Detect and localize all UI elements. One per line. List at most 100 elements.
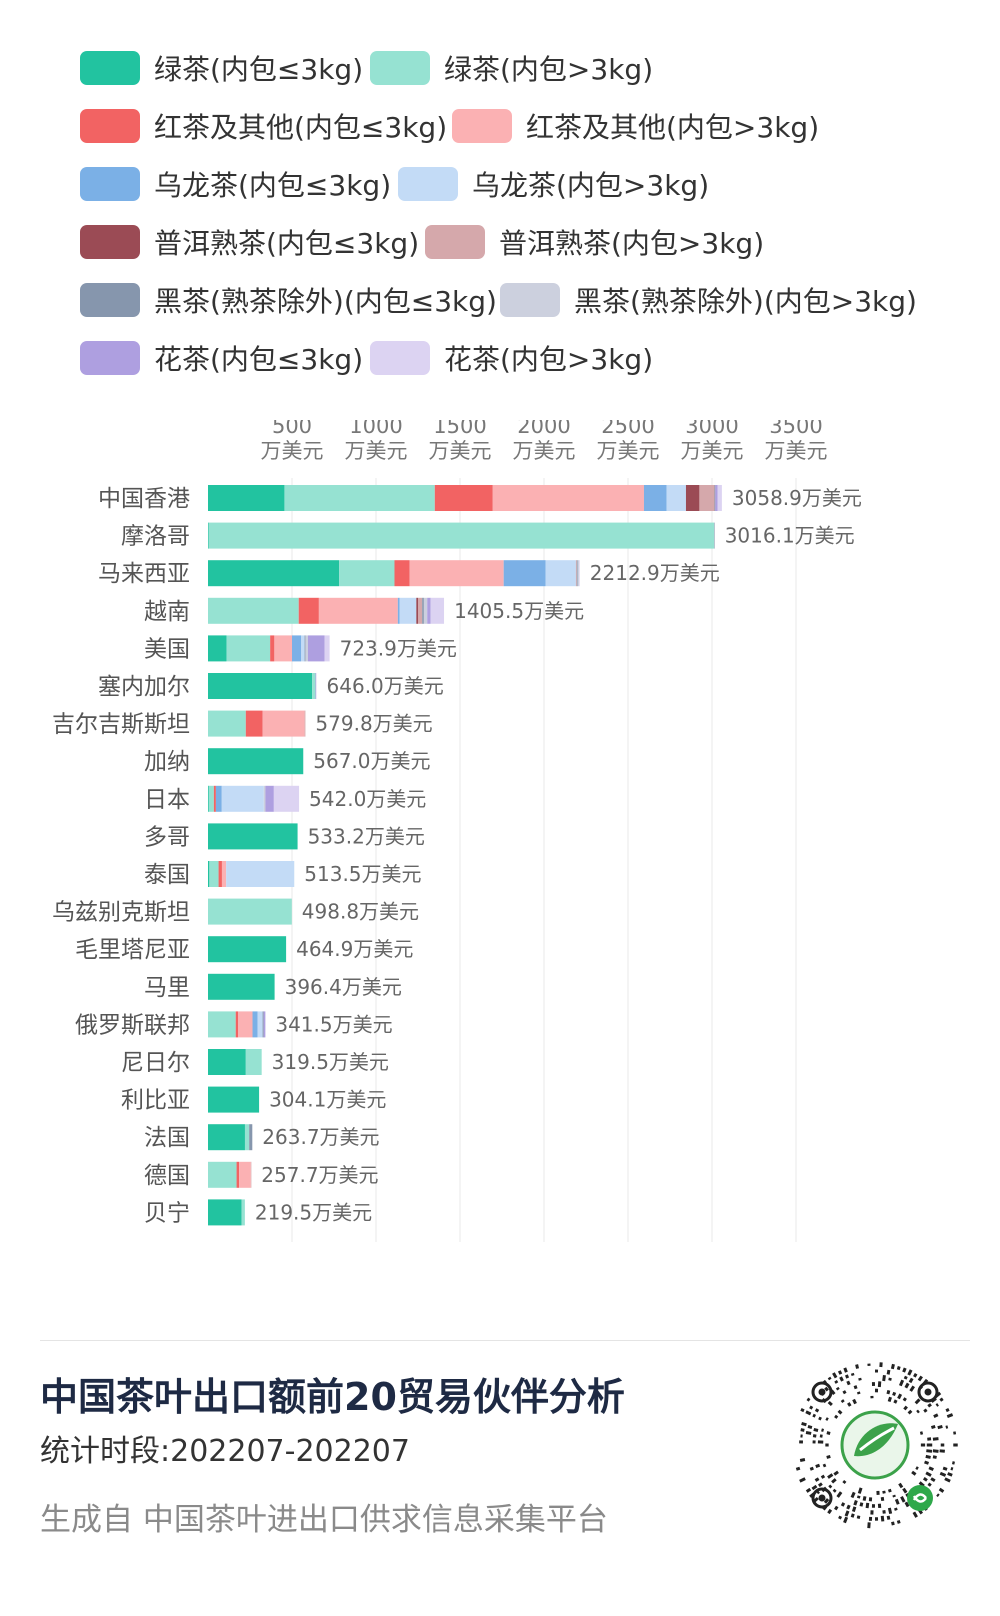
legend-item[interactable]: 普洱熟茶(内包≤3kg) (80, 222, 419, 262)
bar-segment (575, 560, 577, 587)
tick-unit-label: 万美元 (597, 439, 660, 463)
legend-swatch (80, 225, 140, 259)
total-label: 3058.9万美元 (732, 486, 862, 510)
category-label: 乌兹别克斯坦 (52, 900, 190, 926)
bar-segment (422, 597, 424, 624)
bar-segment (208, 898, 292, 925)
category-label: 泰国 (144, 862, 190, 888)
legend-label: 绿茶(内包>3kg) (444, 53, 654, 86)
category-label: 摩洛哥 (121, 524, 190, 550)
bar-segment (416, 597, 418, 624)
legend-row: 乌龙茶(内包≤3kg) 乌龙茶(内包>3kg) (80, 164, 980, 222)
legend-row: 红茶及其他(内包≤3kg) 红茶及其他(内包>3kg) (80, 106, 980, 164)
tick-unit-label: 万美元 (513, 439, 576, 463)
category-label: 利比亚 (121, 1088, 190, 1114)
tick-label: 3500 (769, 420, 822, 438)
bar-segment (418, 597, 423, 624)
bar-segment (315, 673, 317, 699)
category-label: 尼日尔 (121, 1050, 190, 1076)
qr-code-icon[interactable] (790, 1360, 960, 1530)
legend-item[interactable]: 绿茶(内包>3kg) (370, 48, 653, 88)
legend-swatch (80, 167, 140, 201)
bar-segment (503, 560, 546, 587)
tick-unit-label: 万美元 (681, 439, 744, 463)
bar-segment (576, 560, 578, 587)
source-text: 生成自 中国茶叶进出口供求信息采集平台 (40, 1502, 608, 1538)
legend-item[interactable]: 红茶及其他(内包≤3kg) (80, 106, 447, 146)
legend-swatch (370, 51, 430, 85)
stacked-bar-chart: 500万美元1000万美元1500万美元2000万美元2500万美元3000万美… (52, 420, 862, 1242)
bar-segment (316, 673, 317, 699)
tick-unit-label: 万美元 (345, 439, 408, 463)
category-label: 美国 (144, 636, 190, 662)
bar-segment (423, 597, 428, 624)
bar-segment (221, 785, 264, 812)
bar-segment (208, 635, 227, 662)
bar-segment (262, 1011, 264, 1038)
bar-segment (257, 1011, 263, 1038)
bar-segment (492, 485, 644, 511)
bar-segment (666, 485, 686, 511)
tick-label: 1000 (349, 420, 402, 438)
bar-segment (298, 597, 319, 624)
legend-item[interactable]: 乌龙茶(内包≤3kg) (80, 164, 391, 204)
bar-segment (579, 560, 580, 587)
bar-segment (427, 597, 431, 624)
legend-row: 绿茶(内包≤3kg) 绿茶(内包>3kg) (80, 48, 980, 106)
total-label: 723.9万美元 (340, 636, 457, 660)
category-label: 贝宁 (144, 1200, 190, 1226)
bar-segment (301, 635, 305, 662)
category-label: 多哥 (144, 824, 190, 850)
legend-swatch (80, 109, 140, 143)
bar-segment (270, 635, 275, 662)
bar-segment (409, 560, 504, 587)
bar-segment (208, 861, 210, 887)
category-label: 法国 (144, 1125, 190, 1151)
bar-segment (643, 485, 667, 511)
bar-segment (318, 597, 398, 624)
bar-segment (208, 1161, 237, 1188)
bar-segment (399, 597, 417, 624)
bar-segment (339, 560, 395, 587)
legend-item[interactable]: 花茶(内包≤3kg) (80, 338, 363, 378)
bar-segment (208, 560, 340, 587)
total-label: 341.5万美元 (275, 1012, 392, 1036)
legend-label: 黑茶(熟茶除外)(内包>3kg) (574, 285, 917, 318)
category-label: 越南 (144, 599, 190, 625)
bar-segment (430, 597, 445, 624)
total-label: 2212.9万美元 (590, 561, 720, 585)
total-label: 464.9万美元 (296, 937, 413, 961)
legend-item[interactable]: 乌龙茶(内包>3kg) (398, 164, 709, 204)
bar-segment (714, 485, 716, 511)
legend-item[interactable]: 绿茶(内包≤3kg) (80, 48, 363, 88)
legend-item[interactable]: 黑茶(熟茶除外)(内包≤3kg) (80, 280, 497, 320)
bar-segment (236, 1161, 240, 1188)
bar-segment (262, 710, 305, 737)
total-label: 1405.5万美元 (454, 599, 584, 623)
legend-label: 红茶及其他(内包≤3kg) (154, 111, 448, 144)
total-label: 579.8万美元 (315, 712, 432, 736)
bar-segment (263, 1011, 266, 1038)
bar-segment (245, 1049, 262, 1075)
category-label: 塞内加尔 (98, 674, 190, 700)
bar-segment (208, 597, 299, 624)
legend-item[interactable]: 花茶(内包>3kg) (370, 338, 653, 378)
legend-label: 花茶(内包>3kg) (444, 343, 654, 376)
legend-swatch (80, 51, 140, 85)
legend-label: 黑茶(熟茶除外)(内包≤3kg) (154, 285, 497, 318)
tick-label: 2000 (517, 420, 570, 438)
legend-label: 红茶及其他(内包>3kg) (526, 111, 820, 144)
bar-segment (241, 1199, 245, 1226)
bar-segment (208, 748, 304, 775)
bar-segment (304, 710, 306, 737)
legend-item[interactable]: 普洱熟茶(内包>3kg) (425, 222, 764, 262)
bar-segment (208, 973, 275, 1000)
bar-segment (685, 485, 700, 511)
category-label: 毛里塔尼亚 (75, 937, 190, 963)
legend-item[interactable]: 黑茶(熟茶除外)(内包>3kg) (500, 280, 917, 320)
bar-segment (208, 1086, 260, 1113)
legend-swatch (80, 341, 140, 375)
bar-segment (208, 522, 715, 549)
bar-segment (715, 485, 718, 511)
legend-item[interactable]: 红茶及其他(内包>3kg) (452, 106, 819, 146)
